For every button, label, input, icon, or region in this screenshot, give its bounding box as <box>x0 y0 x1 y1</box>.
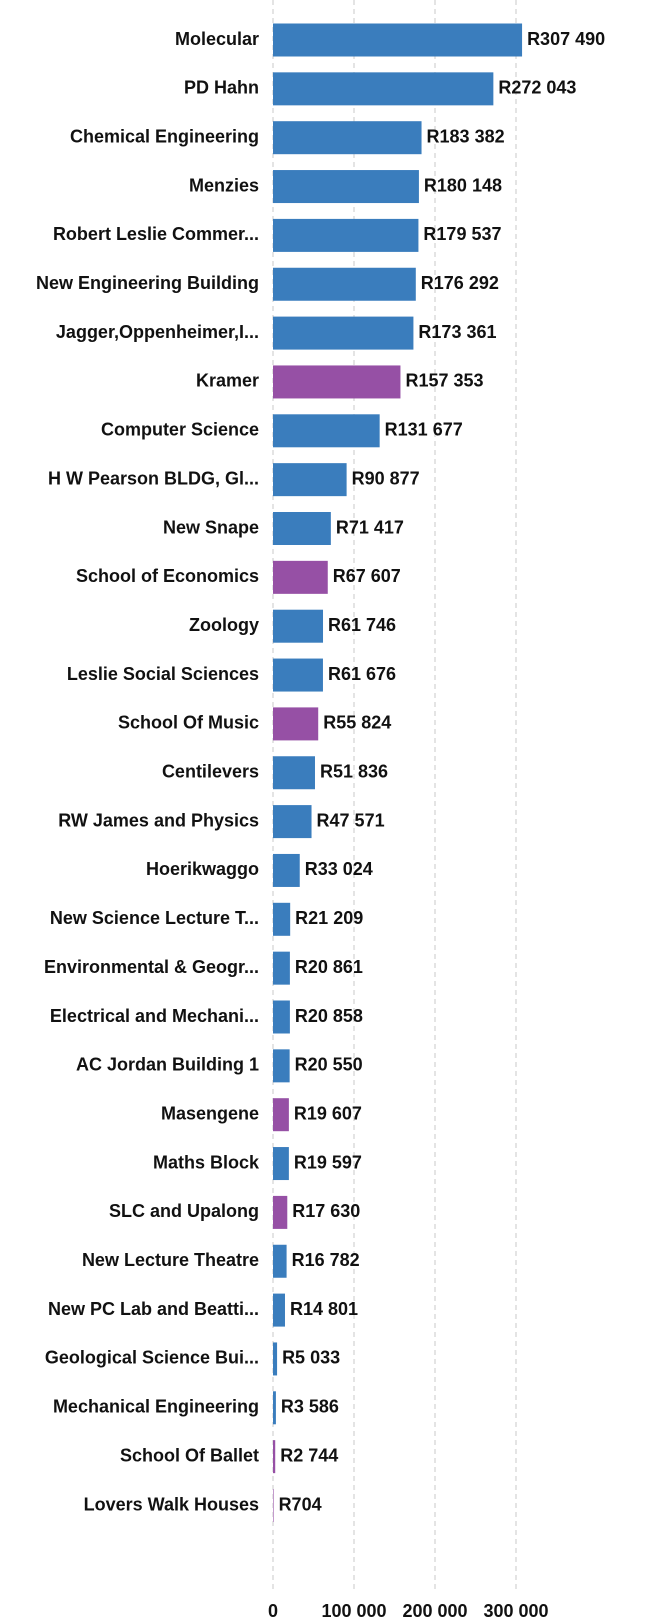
bar <box>273 756 315 790</box>
bar <box>273 1147 289 1181</box>
bar <box>273 72 494 106</box>
value-label: R180 148 <box>424 175 502 195</box>
y-tick-label: Environmental & Geogr... <box>44 957 259 977</box>
bar <box>273 267 416 301</box>
bar <box>273 658 323 692</box>
bar <box>273 23 523 57</box>
y-tick-label: AC Jordan Building 1 <box>76 1055 259 1075</box>
y-tick-label: New Snape <box>163 517 259 537</box>
y-tick-label: New PC Lab and Beatti... <box>48 1299 259 1319</box>
value-label: R17 630 <box>292 1201 360 1221</box>
bar <box>273 1244 287 1278</box>
y-tick-label: Centilevers <box>162 762 259 782</box>
bar <box>273 951 290 985</box>
value-label: R2 744 <box>280 1445 338 1465</box>
y-tick-label: School Of Ballet <box>120 1445 259 1465</box>
y-tick-label: Leslie Social Sciences <box>67 664 259 684</box>
bar <box>273 1049 290 1083</box>
value-label: R67 607 <box>333 566 401 586</box>
bar <box>273 121 422 155</box>
y-tick-label: Mechanical Engineering <box>53 1397 259 1417</box>
y-tick-label: H W Pearson BLDG, Gl... <box>48 468 259 488</box>
y-tick-label: Zoology <box>189 615 259 635</box>
value-label: R55 824 <box>323 713 391 733</box>
value-label: R21 209 <box>295 908 363 928</box>
bar <box>273 707 319 741</box>
value-label: R5 033 <box>282 1348 340 1368</box>
y-tick-label: Masengene <box>161 1103 259 1123</box>
y-tick-label: Robert Leslie Commer... <box>53 224 259 244</box>
value-label: R307 490 <box>527 29 605 49</box>
bar <box>273 463 347 497</box>
y-tick-label: RW James and Physics <box>58 810 259 830</box>
value-label: R61 676 <box>328 664 396 684</box>
bar <box>273 1391 276 1425</box>
value-label: R33 024 <box>305 859 373 879</box>
value-label: R16 782 <box>292 1250 360 1270</box>
value-label: R20 858 <box>295 1006 363 1026</box>
value-label: R71 417 <box>336 517 404 537</box>
value-label: R14 801 <box>290 1299 358 1319</box>
bar <box>273 170 419 204</box>
value-label: R272 043 <box>498 78 576 98</box>
value-label: R183 382 <box>427 126 505 146</box>
value-label: R176 292 <box>421 273 499 293</box>
y-tick-label: Jagger,Oppenheimer,I... <box>56 322 259 342</box>
y-tick-label: Kramer <box>196 371 259 391</box>
y-tick-label: Lovers Walk Houses <box>84 1494 259 1514</box>
bar <box>273 414 380 448</box>
bar <box>273 853 300 887</box>
value-label: R179 537 <box>423 224 501 244</box>
y-tick-label: Molecular <box>175 29 259 49</box>
y-tick-label: School of Economics <box>76 566 259 586</box>
y-tick-label: Maths Block <box>153 1152 260 1172</box>
bar <box>273 1098 289 1132</box>
x-tick-label: 300 000 <box>483 1601 548 1621</box>
value-label: R157 353 <box>405 371 483 391</box>
value-label: R20 550 <box>295 1055 363 1075</box>
bar <box>273 218 419 252</box>
y-tick-label: New Engineering Building <box>36 273 259 293</box>
y-tick-label: Electrical and Mechani... <box>50 1006 259 1026</box>
bar <box>273 1489 274 1522</box>
x-tick-label: 100 000 <box>321 1601 386 1621</box>
value-label: R704 <box>279 1494 322 1514</box>
bar <box>273 805 312 839</box>
value-label: R51 836 <box>320 762 388 782</box>
y-tick-label: Chemical Engineering <box>70 126 259 146</box>
y-tick-label: New Science Lecture T... <box>50 908 259 928</box>
bar <box>273 1000 290 1034</box>
y-tick-label: School Of Music <box>118 713 259 733</box>
y-tick-label: SLC and Upalong <box>109 1201 259 1221</box>
bar <box>273 1342 278 1376</box>
value-label: R61 746 <box>328 615 396 635</box>
value-label: R3 586 <box>281 1397 339 1417</box>
bar <box>273 609 324 643</box>
bar <box>273 365 401 399</box>
value-label: R173 361 <box>418 322 496 342</box>
y-tick-label: Computer Science <box>101 420 259 440</box>
value-label: R19 597 <box>294 1152 362 1172</box>
y-tick-label: Geological Science Bui... <box>45 1348 259 1368</box>
bar <box>273 560 328 594</box>
bar <box>273 1293 285 1327</box>
bar <box>273 1195 288 1229</box>
value-label: R20 861 <box>295 957 363 977</box>
bar <box>273 512 331 545</box>
value-label: R19 607 <box>294 1103 362 1123</box>
x-tick-label: 0 <box>268 1601 278 1621</box>
y-tick-label: Hoerikwaggo <box>146 859 259 879</box>
x-tick-label: 200 000 <box>402 1601 467 1621</box>
value-label: R131 677 <box>385 420 463 440</box>
y-tick-label: PD Hahn <box>184 78 259 98</box>
bar <box>273 1440 276 1474</box>
value-label: R47 571 <box>317 810 385 830</box>
y-tick-label: New Lecture Theatre <box>82 1250 259 1270</box>
bar <box>273 902 291 936</box>
bar <box>273 316 414 350</box>
value-label: R90 877 <box>352 468 420 488</box>
y-tick-label: Menzies <box>189 175 259 195</box>
